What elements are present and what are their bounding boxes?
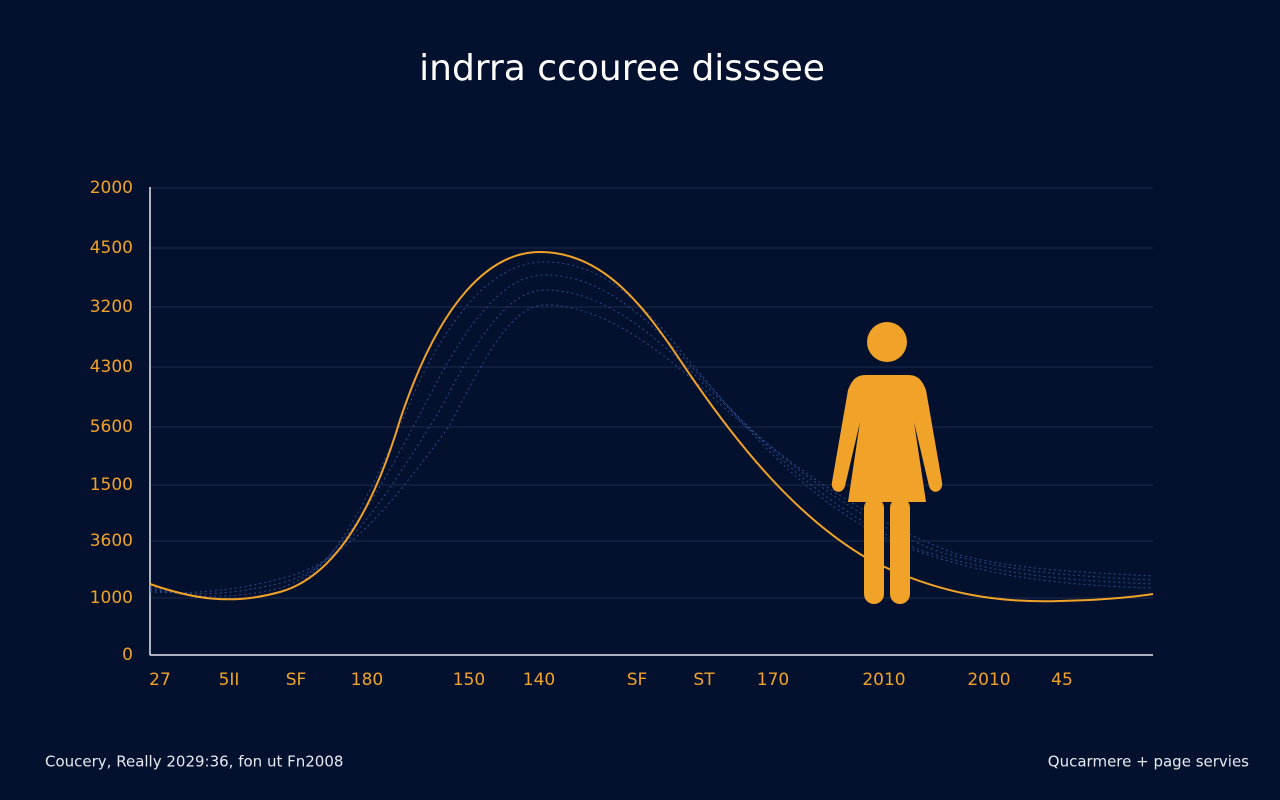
x-tick-label: 45 [1051,670,1073,690]
chart-title: indrra ccouree disssee [419,48,825,89]
x-tick-label: ST [693,670,715,690]
y-tick-label: 4500 [90,238,133,258]
y-tick-label: 1000 [90,588,133,608]
y-tick-label: 3200 [90,297,133,317]
y-tick-label: 3600 [90,531,133,551]
x-tick-label: 170 [757,670,789,690]
y-tick-label: 4300 [90,357,133,377]
person-icon [831,322,943,604]
footer-right: Qucarmere + page servies [1048,753,1249,771]
x-tick-label: SF [286,670,307,690]
x-tick-label: 140 [523,670,555,690]
grid [150,187,1153,599]
x-tick-label: SF [627,670,648,690]
x-tick-label: 150 [453,670,485,690]
x-tick-label: 2010 [862,670,905,690]
y-tick-label: 1500 [90,475,133,495]
x-tick-label: 180 [351,670,383,690]
x-tick-label: 27 [149,670,171,690]
x-tick-label: 2010 [967,670,1010,690]
x-tick-label: 5II [219,670,240,690]
curve [149,250,1154,603]
footer-left: Coucery, Really 2029:36, fon ut Fn2008 [45,753,343,771]
y-tick-label: 0 [122,645,133,665]
y-tick-label: 2000 [90,178,133,198]
y-tick-label: 5600 [90,417,133,437]
